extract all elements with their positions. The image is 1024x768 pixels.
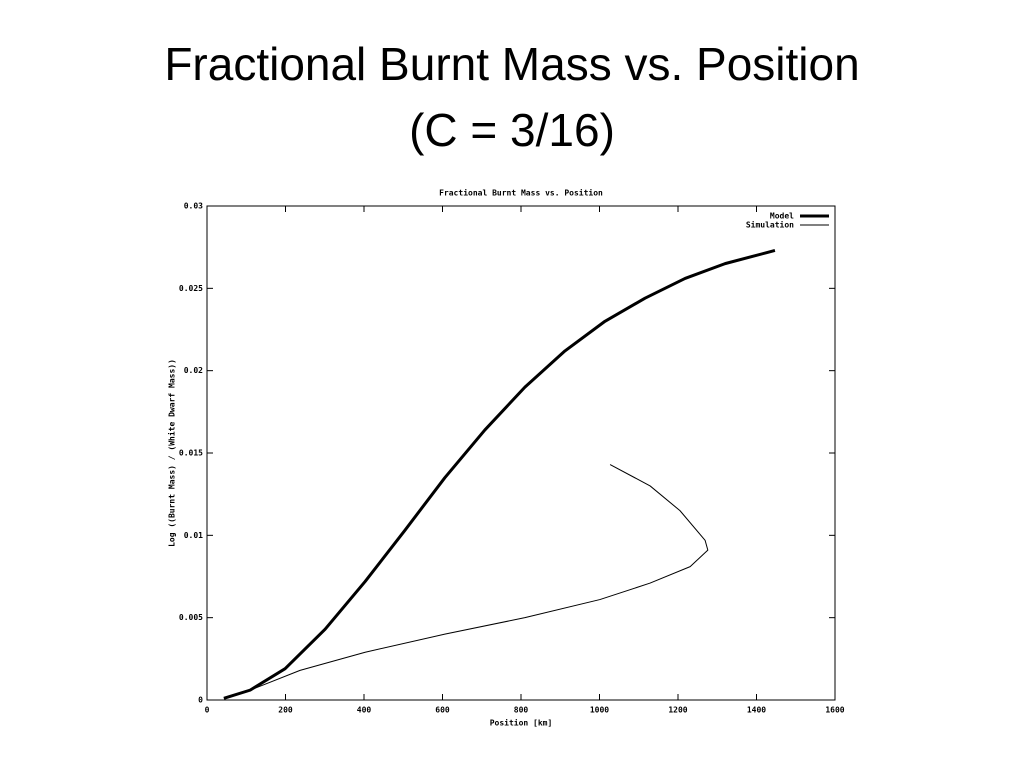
- y-axis-label: Log ((Burnt Mass) / (White Dwarf Mass)): [167, 359, 177, 547]
- y-tick-label: 0.025: [179, 284, 203, 293]
- slide-title: (C = 3/16): [409, 104, 615, 156]
- x-tick-label: 200: [278, 706, 293, 715]
- y-tick-label: 0.03: [184, 202, 203, 211]
- line-series: [223, 464, 709, 699]
- plot-frame: [206, 205, 836, 701]
- y-tick-label: 0.02: [184, 366, 203, 375]
- x-tick-label: 1600: [825, 706, 844, 715]
- x-tick-label: 400: [357, 706, 372, 715]
- y-tick-label: 0: [198, 696, 203, 705]
- legend-label: Simulation: [746, 220, 794, 230]
- slide-title: Fractional Burnt Mass vs. Position: [164, 38, 860, 90]
- y-tick-label: 0.015: [179, 449, 203, 458]
- y-tick-label: 0.005: [179, 613, 203, 622]
- line-series: [223, 249, 776, 700]
- x-tick-label: 1400: [747, 706, 766, 715]
- x-tick-label: 0: [205, 706, 210, 715]
- y-tick-label: 0.01: [184, 531, 203, 540]
- x-axis-label: Position [km]: [490, 718, 553, 728]
- x-tick-label: 600: [435, 706, 450, 715]
- x-tick-label: 800: [514, 706, 529, 715]
- chart-title: Fractional Burnt Mass vs. Position: [439, 188, 603, 198]
- x-tick-label: 1000: [590, 706, 609, 715]
- legend-label: Model: [770, 212, 794, 221]
- x-tick-label: 1200: [668, 706, 687, 715]
